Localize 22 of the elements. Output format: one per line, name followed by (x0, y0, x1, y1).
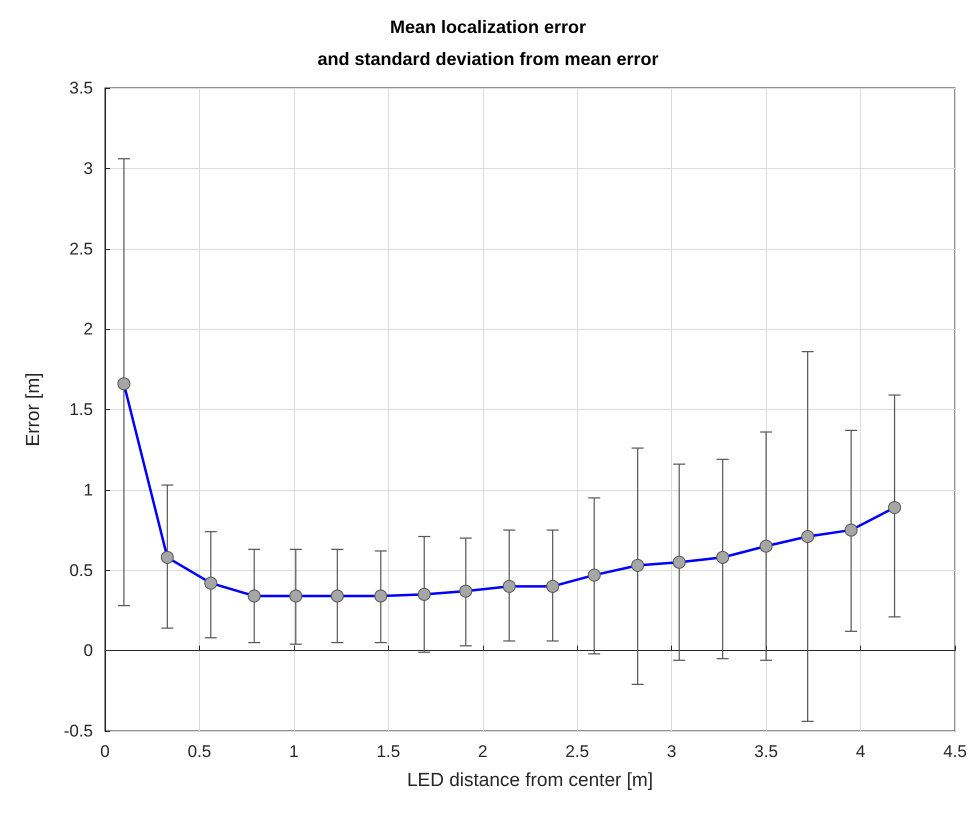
y-tick-label: 1.5 (69, 400, 93, 419)
y-tick-label: 2.5 (69, 239, 93, 258)
x-tick-label: 1 (289, 742, 299, 761)
x-tick-label: 0 (100, 742, 110, 761)
x-axis-title: LED distance from center [m] (406, 770, 654, 791)
x-tick-label: 1.5 (376, 742, 400, 761)
y-tick-label: 0.5 (69, 560, 93, 580)
x-tick-label: 4.5 (943, 742, 967, 761)
x-tick-label: 3.5 (754, 742, 778, 761)
y-tick-label: 1 (84, 480, 93, 500)
y-tick-label: 3 (84, 158, 93, 178)
y-tick-label: -0.5 (64, 722, 93, 740)
x-tick-label: 4 (856, 742, 866, 761)
chart-title: Mean localization error and standard deviation from mean error (317, 17, 659, 69)
x-tick-label: 0.5 (188, 742, 212, 761)
y-axis-title: Error [m] (23, 372, 44, 446)
y-tick-label: 2 (84, 320, 93, 339)
x-tick-label: 2 (478, 742, 488, 761)
y-tick-label: 3.5 (69, 78, 93, 98)
x-tick-label: 2.5 (565, 742, 590, 761)
x-tick-label: 3 (666, 742, 676, 761)
y-tick-label: 0 (84, 641, 93, 660)
